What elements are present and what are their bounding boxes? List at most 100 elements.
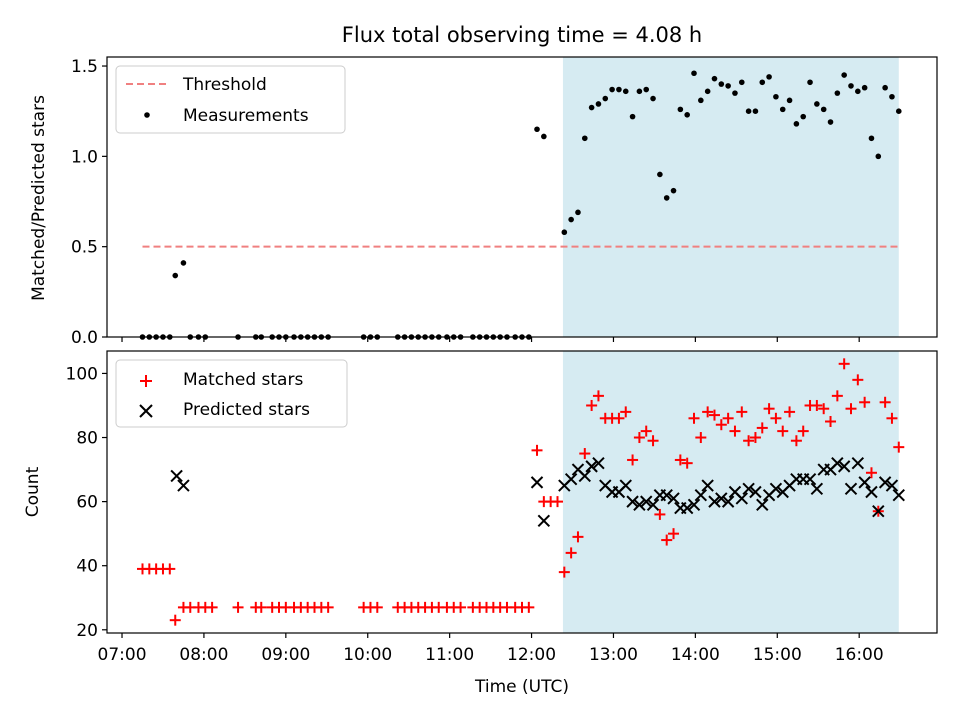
matched-star-point: [879, 396, 891, 408]
top-axes-frame: [106, 56, 938, 338]
bottom-legend-box: [115, 359, 348, 428]
measurement-point: [609, 86, 615, 93]
matched-star-point: [661, 534, 673, 546]
measurement-point: [773, 93, 779, 100]
predicted-star-stroke-b: [878, 476, 892, 489]
bottom-y-ticks: 20 40 60 80 100: [66, 364, 107, 641]
predicted-star-stroke-b: [592, 456, 605, 470]
predicted-star-stroke-b: [633, 498, 646, 512]
predicted-star-stroke-b: [803, 472, 817, 486]
measurement-point: [800, 113, 807, 120]
matched-star-point: [743, 435, 755, 447]
matched-star-point: [818, 403, 830, 415]
matched-star-point: [852, 374, 864, 386]
predicted-star-stroke-b: [892, 488, 905, 502]
predicted-star-point: [530, 476, 544, 489]
measurement-point: [895, 108, 902, 114]
predicted-star-point: [170, 469, 183, 483]
measurement-point: [861, 84, 868, 91]
measurement-point: [793, 121, 800, 127]
measurement-point: [889, 93, 895, 100]
matched-star-point: [531, 444, 543, 456]
measurement-point: [684, 112, 690, 118]
predicted-star-stroke-b: [667, 492, 680, 505]
chart-title: Flux total observing time = 4.08 h: [342, 23, 702, 47]
bottom-panel: 20 40 60 80 100 07:00 08:00 09:00 10:00 11:00 12:…: [23, 350, 938, 697]
matched-star-point: [654, 508, 666, 520]
bottom-y-tick-label: 100: [66, 364, 98, 384]
measurement-point: [855, 88, 861, 95]
predicted-star-stroke-b: [646, 498, 660, 512]
measurement-point: [663, 195, 670, 201]
bottom-y-tick-label: 80: [76, 429, 98, 449]
matched-star-point: [647, 435, 659, 447]
x-tick-label: 15:00: [753, 645, 802, 665]
measurement-point: [875, 153, 882, 160]
matched-star-point: [811, 399, 823, 411]
measurement-point: [738, 79, 745, 86]
matched-star-point: [845, 403, 857, 415]
matched-star-point: [206, 601, 218, 613]
predicted-star-point: [851, 456, 865, 470]
matched-star-point: [886, 412, 898, 424]
matched-star-point: [558, 566, 570, 578]
predicted-star-stroke-b: [564, 472, 578, 486]
predicted-star-stroke-b: [708, 495, 721, 508]
measurement-point: [848, 83, 854, 89]
predicted-star-point: [858, 476, 871, 489]
predicted-star-point: [701, 479, 714, 492]
x-tick-label: 16:00: [835, 645, 884, 665]
predicted-star-stroke-b: [742, 482, 755, 496]
matched-star-point: [565, 547, 577, 559]
matched-star-point: [797, 425, 809, 437]
predicted-star-point: [680, 501, 694, 515]
measurement-point: [766, 74, 772, 80]
measurement-point: [786, 97, 793, 104]
matched-star-point: [708, 409, 720, 421]
predicted-star-stroke-b: [851, 456, 865, 470]
measurement-point: [759, 79, 766, 86]
top-y-tick-label: 1.0: [71, 147, 98, 167]
matched-star-point: [164, 563, 176, 575]
measurement-point: [704, 88, 711, 95]
matched-star-point: [777, 425, 789, 437]
bottom-y-axis-label: Count: [23, 466, 43, 517]
measurement-point: [841, 72, 847, 78]
predicted-star-point: [715, 492, 728, 505]
x-tick-label: 13:00: [589, 645, 638, 665]
measurement-point: [616, 86, 622, 93]
predicted-star-stroke-b: [530, 476, 544, 489]
predicted-star-stroke-b: [626, 495, 639, 508]
predicted-star-point: [585, 460, 598, 473]
predicted-stars-points: [170, 456, 905, 528]
matched-star-point: [613, 412, 625, 424]
predicted-star-point: [721, 495, 735, 508]
x-tick-label: 12:00: [507, 645, 556, 665]
bottom-y-tick-label: 20: [76, 621, 98, 641]
predicted-star-stroke-b: [837, 460, 851, 473]
measurement-point: [602, 95, 609, 102]
matched-star-point: [169, 614, 181, 626]
x-tick-label: 10:00: [343, 645, 392, 665]
predicted-star-point: [844, 482, 858, 496]
top-x-ticks: [121, 337, 860, 342]
predicted-star-point: [892, 488, 905, 502]
measurement-point: [657, 171, 663, 178]
measurement-point: [622, 88, 629, 95]
measurement-point: [732, 90, 738, 96]
top-legend: Threshold Measurements: [115, 65, 346, 134]
predicted-star-stroke-b: [735, 492, 748, 505]
predicted-star-point: [803, 472, 817, 486]
top-shaded-region: [562, 57, 899, 337]
predicted-star-point: [626, 495, 639, 508]
matched-stars-points: [136, 358, 905, 626]
measurement-point: [180, 260, 187, 266]
matched-star-point: [371, 601, 383, 613]
predicted-star-stroke-b: [660, 488, 673, 502]
measurement-point: [575, 209, 581, 216]
predicted-star-point: [177, 479, 190, 492]
matched-star-point: [695, 432, 707, 444]
matched-star-point: [620, 406, 632, 418]
matched-star-point: [640, 425, 652, 437]
top-shaded-span: [562, 57, 899, 337]
